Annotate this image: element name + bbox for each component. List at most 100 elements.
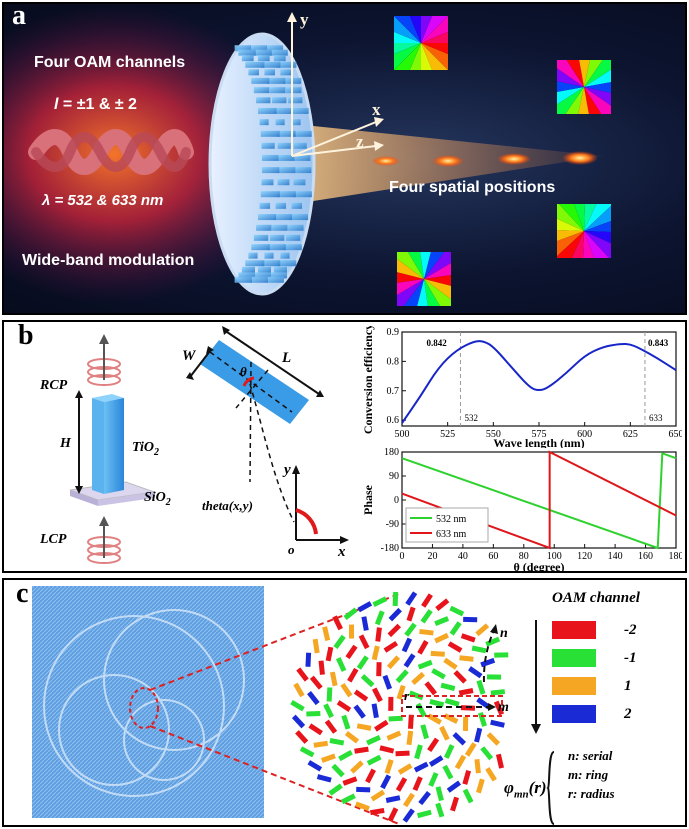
x-tick-label: 525: [440, 429, 455, 440]
colored-pillar: [353, 689, 369, 702]
vortex-sector: [584, 220, 611, 232]
vortex-sector: [409, 16, 421, 43]
pillar: [269, 234, 285, 241]
y-tick-label: 0.8: [387, 356, 400, 367]
pillar: [251, 244, 270, 251]
colored-pillar: [392, 591, 399, 607]
colored-pillar: [323, 703, 334, 719]
colored-pillar: [309, 675, 323, 690]
colored-pillar: [290, 699, 305, 712]
colored-pillar: [385, 795, 401, 803]
theta-symbol: θ: [240, 364, 247, 379]
pillar: [260, 191, 280, 198]
pillar: [270, 49, 288, 56]
colored-pillar: [354, 746, 369, 754]
vortex-sector: [421, 43, 448, 55]
legend-row: -1: [552, 644, 637, 672]
colored-pillar: [460, 633, 476, 643]
colored-pillar: [449, 621, 462, 636]
colored-pillar: [405, 591, 418, 606]
theta-xy-label: theta(x,y): [202, 498, 253, 513]
y-axis-label: Conversion efficiency: [362, 326, 375, 434]
oam-legend: -2 -1 1 2: [552, 616, 637, 728]
colored-pillar: [308, 723, 323, 736]
legend-swatch: [552, 705, 596, 723]
colored-pillar: [435, 598, 450, 612]
pillar: [288, 97, 303, 104]
colored-pillar: [429, 699, 445, 708]
axes-3d: [287, 12, 384, 157]
colored-pillar: [402, 808, 415, 823]
pillar: [234, 276, 252, 283]
colored-pillar: [490, 689, 506, 696]
legend-title: OAM channel: [552, 590, 640, 606]
y-tick-label: -180: [381, 543, 399, 554]
vortex-phase-map: [557, 60, 611, 114]
phase-chart: 0 20 40 60 80 100 120 140 160 180 -180 -90 0 90 180 θ (…: [362, 447, 682, 572]
pillar: [293, 167, 312, 174]
colored-pillar: [322, 626, 331, 642]
x-axis-label: θ (degree): [513, 560, 564, 572]
colored-pillar: [350, 760, 364, 774]
pillar: [234, 45, 252, 52]
colored-pillar: [370, 789, 386, 802]
colored-pillar: [380, 774, 392, 790]
colored-pillar: [395, 750, 410, 757]
colored-pillar: [318, 660, 325, 675]
colored-pillar: [447, 641, 463, 653]
colored-pillar: [356, 786, 371, 793]
y-tick-label: 90: [389, 471, 399, 482]
colored-pillar: [454, 754, 467, 770]
pillar: [285, 87, 302, 94]
marker-label: 532: [464, 413, 478, 423]
vortex-sector: [394, 31, 421, 43]
colored-pillar: [388, 696, 394, 711]
colored-pillar: [396, 684, 406, 700]
x-label: x: [338, 544, 346, 560]
colored-pillar: [414, 744, 423, 760]
vortex-sector: [420, 252, 431, 279]
colored-pillar: [476, 778, 485, 794]
colored-pillar: [490, 719, 505, 728]
vortex-sector: [584, 231, 610, 258]
colored-pillar: [411, 671, 425, 685]
pillar: [274, 107, 293, 114]
colored-pillar: [356, 723, 372, 731]
pillar: [277, 61, 297, 68]
vortex-sector: [584, 231, 611, 258]
colored-pillar: [486, 674, 502, 680]
pillar: [264, 252, 274, 259]
x-tick-label: 140: [608, 551, 623, 562]
colored-pillar: [329, 671, 338, 687]
vortex-sector: [573, 204, 585, 231]
colored-pillar: [341, 714, 351, 730]
colored-pillar: [407, 714, 414, 729]
colored-pillar: [403, 653, 416, 668]
vortex-sector: [397, 252, 424, 279]
vortex-sector: [557, 204, 584, 231]
vortex-sector: [557, 81, 584, 92]
y-tick-label: 0.7: [387, 386, 400, 397]
colored-pillar: [293, 682, 305, 698]
vortex-sector: [417, 279, 428, 306]
colored-pillar: [312, 638, 320, 654]
pillar: [248, 69, 260, 76]
pillar: [261, 167, 280, 174]
pillar: [238, 272, 255, 279]
positions-text: Four spatial positions: [389, 179, 556, 196]
def-ring: m: ring: [568, 767, 609, 782]
colored-pillar: [468, 666, 483, 679]
pillar: [248, 252, 258, 259]
pillar: [277, 142, 291, 149]
pillar: [254, 49, 272, 56]
value-label: 0.842: [426, 338, 447, 348]
colored-pillar: [335, 657, 347, 672]
colored-pillar: [371, 687, 383, 703]
colored-pillar: [296, 667, 309, 682]
pillar: [241, 266, 255, 273]
vortex-sector: [424, 275, 451, 286]
pillar: [245, 61, 265, 68]
vortex-sector: [557, 87, 584, 114]
colored-pillar: [366, 754, 382, 766]
pillar: [293, 154, 311, 161]
